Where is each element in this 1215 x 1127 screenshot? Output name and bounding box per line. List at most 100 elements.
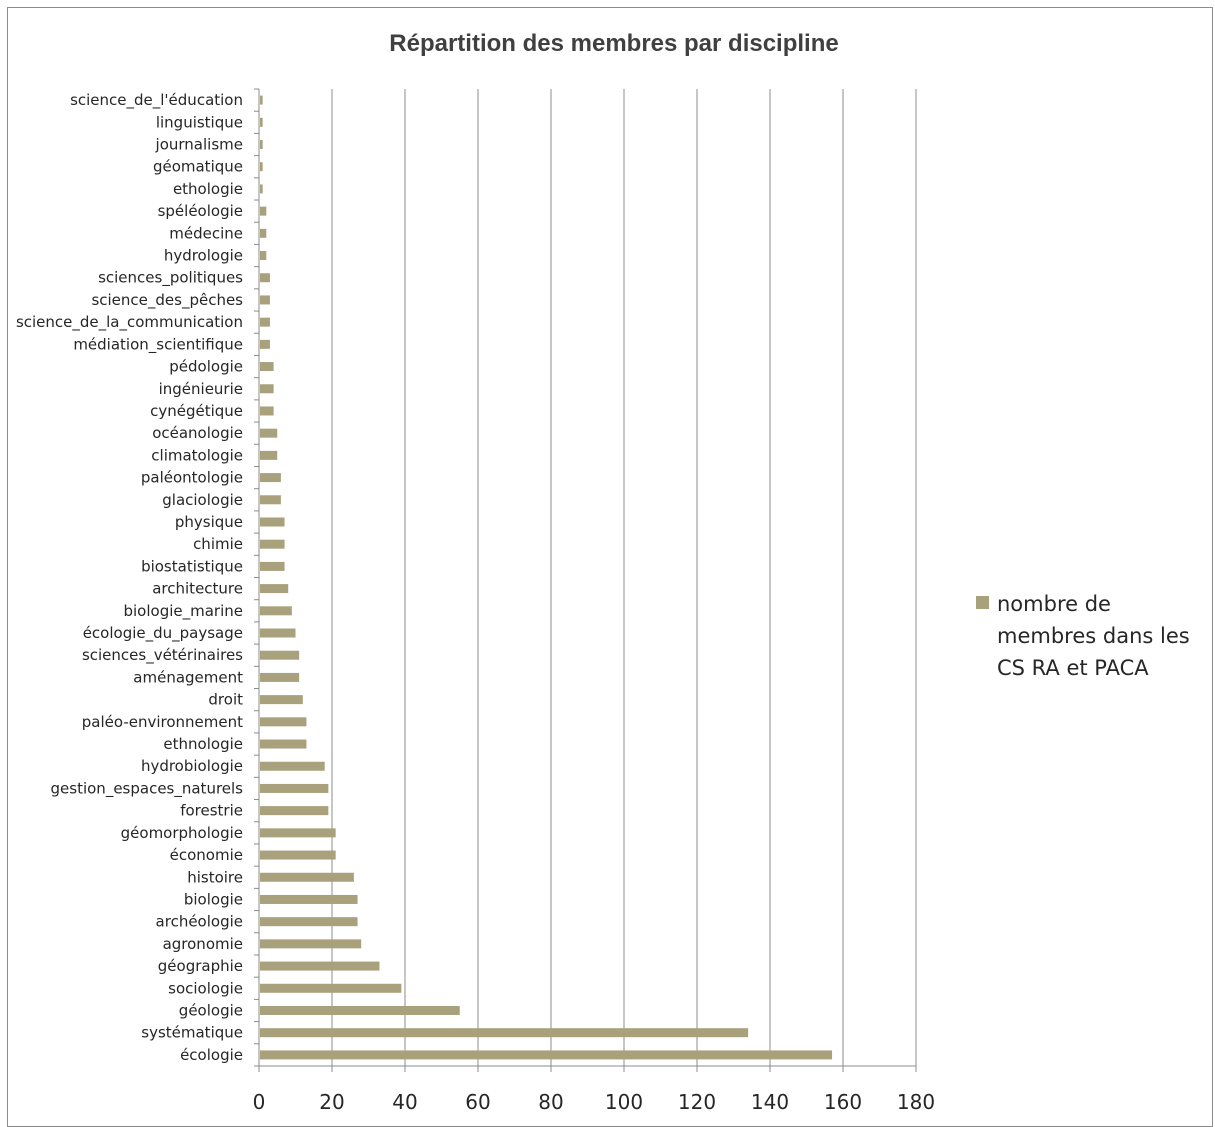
bar [260, 606, 292, 616]
bar [260, 251, 267, 261]
bar [260, 473, 281, 483]
category-label: spéléologie [158, 202, 243, 220]
legend-swatch [976, 596, 989, 609]
category-label: écologie_du_paysage [83, 624, 243, 643]
bar [260, 672, 300, 682]
category-label: médecine [169, 224, 243, 242]
category-label: archéologie [156, 913, 243, 931]
bar [260, 1050, 833, 1060]
bar [260, 983, 402, 993]
bar [260, 95, 263, 105]
x-tick-label: 180 [897, 1090, 935, 1114]
category-label: histoire [187, 868, 243, 886]
bar [260, 695, 303, 705]
bar [260, 295, 270, 305]
category-label: géologie [179, 1001, 243, 1019]
x-tick-label: 0 [253, 1090, 266, 1114]
bar [260, 561, 285, 571]
bar [260, 362, 274, 372]
category-label: économie [170, 846, 243, 864]
category-label: paléo-environnement [82, 713, 243, 731]
category-label: géographie [158, 957, 243, 975]
category-label: linguistique [156, 113, 243, 131]
category-label: biostatistique [141, 557, 243, 575]
category-label: médiation_scientifique [73, 335, 243, 354]
category-label: journalisme [155, 136, 243, 154]
category-label: sociologie [168, 979, 243, 997]
category-label: ingénieurie [159, 380, 243, 398]
category-label: biologie_marine [123, 602, 243, 621]
bar [260, 184, 263, 194]
bar [260, 317, 270, 327]
category-label: droit [208, 691, 243, 709]
x-tick-label: 20 [319, 1090, 344, 1114]
category-label: géomatique [153, 158, 243, 176]
category-label: sciences_vétérinaires [82, 646, 243, 665]
bar [260, 539, 285, 549]
x-tick-label: 160 [824, 1090, 862, 1114]
bar [260, 1005, 460, 1015]
legend-label: nombre de membres dans les CS RA et PACA [997, 592, 1190, 680]
category-label: gestion_espaces_naturels [51, 779, 244, 798]
bar [260, 1028, 749, 1038]
bar [260, 783, 329, 793]
category-label: océanologie [152, 424, 243, 442]
category-label: agronomie [163, 935, 243, 953]
category-label: paléontologie [141, 469, 243, 487]
bar [260, 961, 380, 971]
category-label: hydrologie [164, 247, 243, 265]
category-label: ethologie [173, 180, 243, 198]
bar [260, 806, 329, 816]
chart-title: Répartition des membres par discipline [389, 30, 839, 57]
x-tick-label: 120 [678, 1090, 716, 1114]
bar [260, 939, 362, 949]
x-tick-label: 140 [751, 1090, 789, 1114]
bar [260, 584, 289, 594]
category-label: biologie [184, 890, 243, 908]
category-label: systématique [141, 1024, 243, 1042]
x-tick-label: 80 [538, 1090, 563, 1114]
chart-frame [7, 7, 1213, 1127]
bar [260, 628, 296, 638]
bar [260, 450, 278, 460]
category-label: physique [175, 513, 243, 531]
bar [260, 406, 274, 416]
bar [260, 339, 270, 349]
category-label: ethnologie [163, 735, 243, 753]
bar [260, 273, 270, 283]
category-label: science_de_la_communication [16, 313, 243, 332]
category-label: hydrobiologie [141, 757, 243, 775]
bar [260, 384, 274, 394]
bar [260, 917, 358, 927]
category-label: science_de_l'éducation [70, 91, 243, 110]
bar [260, 717, 307, 727]
category-label: cynégétique [150, 402, 243, 420]
category-label: sciences_politiques [98, 269, 243, 288]
category-label: architecture [152, 580, 243, 598]
x-tick-label: 40 [392, 1090, 417, 1114]
legend: nombre de membres dans les CS RA et PACA [976, 588, 1206, 684]
category-label: chimie [193, 535, 243, 553]
bar [260, 495, 281, 505]
x-tick-label: 100 [605, 1090, 643, 1114]
category-label: aménagement [133, 668, 243, 686]
bar [260, 894, 358, 904]
bar [260, 872, 354, 882]
category-label: climatologie [151, 446, 243, 464]
category-label: écologie [180, 1046, 243, 1064]
category-label: pédologie [169, 358, 243, 376]
category-label: glaciologie [162, 491, 243, 509]
category-label: science_des_pêches [91, 291, 243, 310]
bar [260, 428, 278, 438]
x-tick-label: 60 [465, 1090, 490, 1114]
bar [260, 228, 267, 238]
bar [260, 162, 263, 172]
bar [260, 650, 300, 660]
category-label: forestrie [180, 802, 243, 820]
bar [260, 828, 336, 838]
bar [260, 117, 263, 127]
bar [260, 850, 336, 860]
category-label: géomorphologie [121, 824, 243, 842]
bar [260, 517, 285, 527]
